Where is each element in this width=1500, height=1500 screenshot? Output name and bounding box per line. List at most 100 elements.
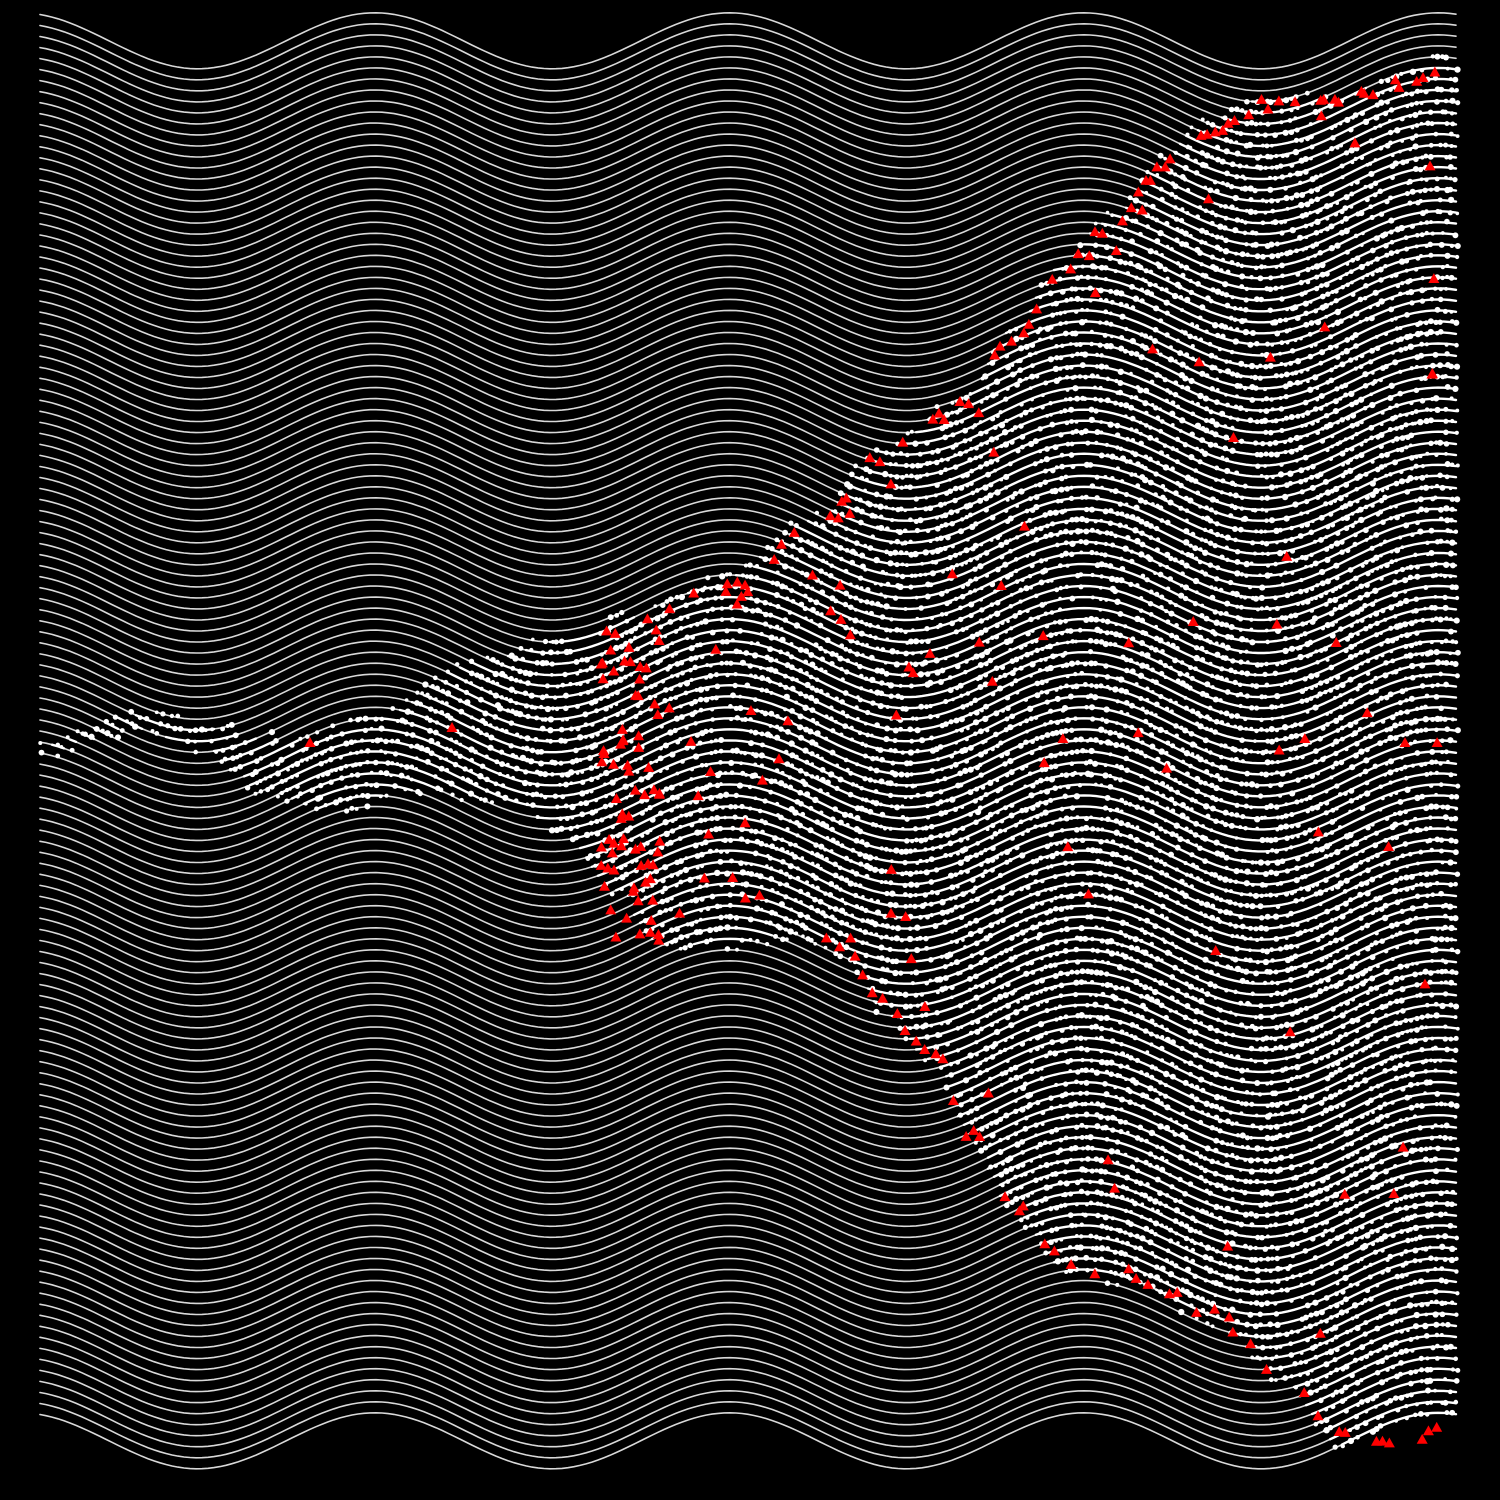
white-dot [1385,77,1391,84]
white-dot [614,612,620,618]
white-dot [1443,54,1449,61]
white-dot [38,749,45,756]
wave-line [39,67,1457,125]
white-dot [454,662,460,667]
white-dot [1430,54,1435,59]
white-dot [905,431,910,436]
white-dot [1454,496,1461,503]
white-dot [1110,213,1115,218]
wave-line [39,1301,1457,1360]
white-dot [160,711,166,717]
white-dot [109,733,114,738]
white-dot [417,791,423,797]
white-dot [814,510,820,516]
white-dot [415,690,420,695]
white-dot [128,708,135,715]
white-dot [119,728,125,733]
white-dot [743,563,748,568]
wave-line [39,1367,1457,1426]
wave-line [39,56,1457,114]
white-dot [782,529,789,536]
white-dot [1077,242,1084,249]
white-dot [788,520,794,526]
white-dot [459,797,464,803]
white-dot [225,724,230,728]
white-dot [284,798,290,804]
white-dot [607,614,614,621]
white-dot [653,604,658,608]
wave-line [39,1389,1457,1448]
white-dot [727,572,733,577]
white-dot [837,490,844,497]
white-dot [934,404,940,410]
white-dot [1145,169,1150,175]
white-dot [69,747,75,753]
white-dots [38,54,1461,1450]
white-dot [1105,210,1110,215]
white-dot [668,596,674,603]
white-dot [193,749,198,755]
white-dot [175,713,181,719]
white-dot [619,609,625,616]
white-dot [1378,78,1384,85]
white-dot [348,717,353,723]
white-dot [489,800,495,805]
wave-line [39,1411,1457,1470]
white-dot [724,572,729,577]
white-dot [55,753,61,759]
white-dot [275,794,280,799]
wave-line [39,1334,1457,1393]
white-dot [358,716,363,721]
white-dot [1228,106,1235,113]
white-dot [154,731,160,736]
white-dot [75,729,80,734]
white-dot [705,575,711,581]
white-dot [719,573,726,580]
white-dot [485,655,490,660]
white-dot [114,734,122,741]
white-dot [1205,120,1210,125]
white-dot [1093,221,1098,226]
wave-line [39,45,1457,103]
white-dot [1454,242,1461,250]
wave-line [39,22,1457,81]
white-dot [390,706,396,711]
white-dot [253,791,258,796]
white-dot [482,797,488,803]
wave-line [39,1323,1457,1382]
white-dot [531,637,535,642]
white-dot [38,741,43,745]
white-dot [765,544,771,550]
white-dot [450,792,455,797]
white-dot [678,593,686,601]
white-dot [478,797,483,801]
white-dot [268,728,276,736]
white-dot [950,400,955,405]
white-dot [150,728,155,733]
white-dot [432,675,438,681]
white-dot [1200,117,1205,122]
white-dot [305,734,310,739]
white-dot [1454,66,1461,73]
wave-line [39,1279,1457,1338]
white-dot [660,602,666,608]
white-dot [664,599,670,604]
white-dot [1189,125,1194,130]
white-dot [169,713,175,719]
white-dot [848,471,855,478]
white-dot [747,562,753,568]
white-dot [1244,98,1250,105]
white-dot [154,710,159,715]
white-dot [853,463,858,469]
white-dot [1304,90,1310,96]
white-dot [220,726,226,732]
wave-line [39,1378,1457,1437]
white-dot [330,723,336,729]
white-dot [1157,152,1164,159]
wave-line [39,1400,1457,1459]
wave-line [39,33,1457,92]
wave-line [39,1345,1457,1404]
white-dot [873,447,880,453]
white-dot [228,721,235,728]
